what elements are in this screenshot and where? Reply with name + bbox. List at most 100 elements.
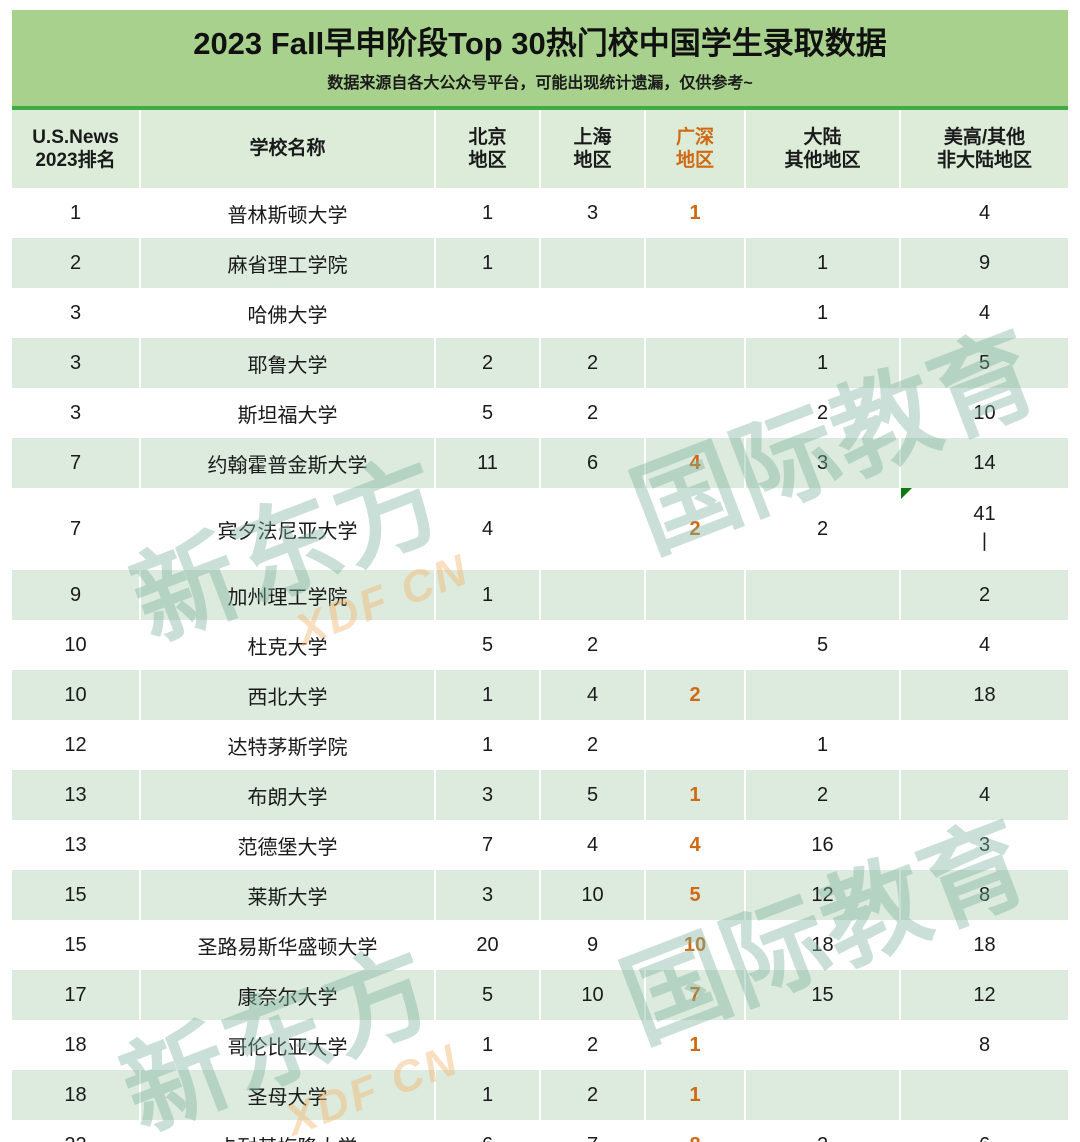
cell-school-name: 圣母大学	[139, 1070, 436, 1120]
column-header-overseas-line2: 非大陆地区	[936, 150, 1032, 171]
cell-bj: 3	[434, 770, 541, 820]
table-row: 7 宾夕法尼亚大学 4 2 2 41 丨	[12, 488, 1068, 570]
cell-bj: 1	[434, 1070, 541, 1120]
cell-bj: 5	[434, 970, 541, 1020]
cell-school-name: 斯坦福大学	[139, 388, 436, 438]
cell-gs	[644, 338, 746, 388]
cell-gs: 8	[644, 1120, 746, 1142]
cell-rank: 17	[12, 970, 141, 1020]
cell-ml: 2	[744, 770, 901, 820]
table-header-row: U.S.News 2023排名 学校名称 北京 地区 上海 地区	[12, 110, 1068, 188]
cell-bj	[434, 288, 541, 338]
cell-school-name: 范德堡大学	[139, 820, 436, 870]
cell-bj: 1	[434, 188, 541, 238]
column-header-rank-line1: U.S.News	[32, 126, 119, 148]
cell-us: 9	[899, 238, 1068, 288]
cell-us: 41 丨	[899, 488, 1068, 570]
cell-us: 18	[899, 920, 1068, 970]
column-header-beijing-line1: 北京	[468, 126, 507, 148]
column-header-beijing: 北京 地区	[434, 110, 541, 188]
table-row: 3 哈佛大学 1 4	[12, 288, 1068, 338]
table-row: 9 加州理工学院 1 2	[12, 570, 1068, 620]
cell-rank: 18	[12, 1070, 141, 1120]
table-body: 1 普林斯顿大学 1 3 1 4 2 麻省理工学院 1 1 9 3 哈佛大学 1 4 3 耶鲁大学 2 2 1 5 3 斯坦…	[12, 188, 1068, 1142]
column-header-overseas-line1: 美高/其他	[943, 126, 1026, 148]
cell-school-name: 麻省理工学院	[139, 238, 436, 288]
cell-ml	[744, 188, 901, 238]
cell-sh: 9	[539, 920, 646, 970]
cell-us	[899, 720, 1068, 770]
table-row: 7 约翰霍普金斯大学 11 6 4 3 14	[12, 438, 1068, 488]
cell-bj: 6	[434, 1120, 541, 1142]
cell-us: 10	[899, 388, 1068, 438]
cell-school-name: 加州理工学院	[139, 570, 436, 620]
cell-bj: 1	[434, 720, 541, 770]
column-header-shanghai: 上海 地区	[539, 110, 646, 188]
cell-rank: 7	[12, 438, 141, 488]
cell-ml: 2	[744, 388, 901, 438]
cell-sh	[539, 488, 646, 570]
cell-bj: 1	[434, 570, 541, 620]
cell-gs: 2	[644, 488, 746, 570]
column-header-rank-line2: 2023排名	[35, 150, 116, 171]
column-header-rank: U.S.News 2023排名	[12, 110, 141, 188]
cell-sh: 2	[539, 720, 646, 770]
table-row: 12 达特茅斯学院 1 2 1	[12, 720, 1068, 770]
cell-us-line1: 41	[973, 503, 996, 525]
cell-school-name: 康奈尔大学	[139, 970, 436, 1020]
cell-school-name: 哥伦比亚大学	[139, 1020, 436, 1070]
table-row: 3 耶鲁大学 2 2 1 5	[12, 338, 1068, 388]
column-header-shanghai-line2: 地区	[573, 150, 612, 171]
cell-us: 6	[899, 1120, 1068, 1142]
column-header-beijing-line2: 地区	[468, 150, 507, 171]
table-row: 1 普林斯顿大学 1 3 1 4	[12, 188, 1068, 238]
table-row: 18 哥伦比亚大学 1 2 1 8	[12, 1020, 1068, 1070]
cell-rank: 3	[12, 338, 141, 388]
table-row: 17 康奈尔大学 5 10 7 15 12	[12, 970, 1068, 1020]
cell-ml: 5	[744, 620, 901, 670]
cell-ml: 1	[744, 720, 901, 770]
cell-gs: 4	[644, 438, 746, 488]
cell-school-name: 宾夕法尼亚大学	[139, 488, 436, 570]
cell-sh	[539, 238, 646, 288]
cell-rank: 22	[12, 1120, 141, 1142]
cell-rank: 3	[12, 388, 141, 438]
cell-school-name: 西北大学	[139, 670, 436, 720]
cell-school-name: 约翰霍普金斯大学	[139, 438, 436, 488]
cell-rank: 18	[12, 1020, 141, 1070]
cell-ml: 2	[744, 1120, 901, 1142]
cell-us: 2	[899, 570, 1068, 620]
cell-sh: 2	[539, 1070, 646, 1120]
cell-rank: 9	[12, 570, 141, 620]
column-header-mainland-other-line1: 大陆	[803, 126, 842, 148]
table-row: 10 杜克大学 5 2 5 4	[12, 620, 1068, 670]
cell-gs: 1	[644, 770, 746, 820]
cell-sh: 10	[539, 970, 646, 1020]
cell-rank: 2	[12, 238, 141, 288]
cell-bj: 20	[434, 920, 541, 970]
cell-school-name: 普林斯顿大学	[139, 188, 436, 238]
data-table-container: U.S.News 2023排名 学校名称 北京 地区 上海 地区	[12, 110, 1068, 1142]
cell-ml: 1	[744, 288, 901, 338]
cell-us: 14	[899, 438, 1068, 488]
cell-gs	[644, 238, 746, 288]
column-header-mainland-other: 大陆 其他地区	[744, 110, 901, 188]
cell-sh: 3	[539, 188, 646, 238]
cell-bj: 11	[434, 438, 541, 488]
cell-rank: 15	[12, 870, 141, 920]
admissions-data-table: U.S.News 2023排名 学校名称 北京 地区 上海 地区	[12, 110, 1068, 1142]
cell-school-name: 哈佛大学	[139, 288, 436, 338]
cell-sh: 5	[539, 770, 646, 820]
column-header-guangshen: 广深 地区	[644, 110, 746, 188]
cell-sh: 4	[539, 670, 646, 720]
table-row: 2 麻省理工学院 1 1 9	[12, 238, 1068, 288]
cell-us: 4	[899, 770, 1068, 820]
cell-gs	[644, 720, 746, 770]
cell-us: 3	[899, 820, 1068, 870]
cell-school-name: 杜克大学	[139, 620, 436, 670]
cell-bj: 1	[434, 238, 541, 288]
table-row: 13 范德堡大学 7 4 4 16 3	[12, 820, 1068, 870]
cell-us: 4	[899, 288, 1068, 338]
cell-bj: 1	[434, 670, 541, 720]
cell-gs: 5	[644, 870, 746, 920]
